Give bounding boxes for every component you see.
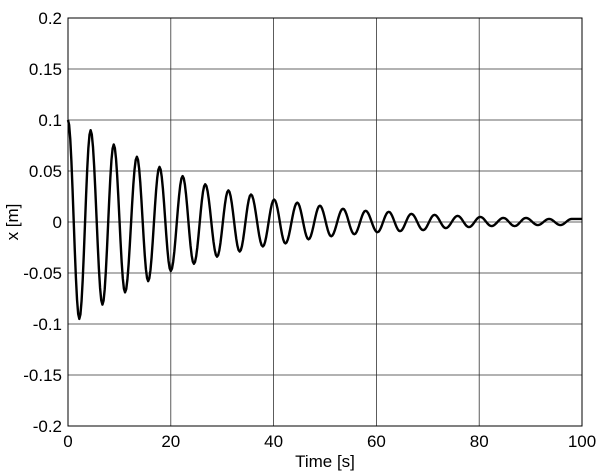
y-tick-label: 0 xyxy=(53,213,62,232)
x-tick-label: 80 xyxy=(470,432,489,451)
y-tick-label: 0.05 xyxy=(29,162,62,181)
y-tick-label: 0.15 xyxy=(29,60,62,79)
x-tick-label: 100 xyxy=(568,432,596,451)
y-tick-label: 0.1 xyxy=(38,111,62,130)
x-axis-label: Time [s] xyxy=(295,452,355,471)
x-tick-label: 40 xyxy=(264,432,283,451)
x-tick-label: 20 xyxy=(161,432,180,451)
series-layer xyxy=(66,119,583,321)
y-tick-label: -0.2 xyxy=(33,417,62,436)
y-tick-labels: 0.2 0.15 0.1 0.05 0 -0.05 -0.1 -0.15 -0.2 xyxy=(23,9,62,436)
x-tick-label: 0 xyxy=(63,432,72,451)
y-axis-label: x [m] xyxy=(3,204,22,241)
y-tick-label: -0.15 xyxy=(23,366,62,385)
y-tick-label: -0.1 xyxy=(33,315,62,334)
x-tick-label: 60 xyxy=(367,432,386,451)
plot-frame xyxy=(67,17,583,427)
series-line-x xyxy=(66,119,583,321)
y-tick-label: -0.05 xyxy=(23,264,62,283)
y-tick-label: 0.2 xyxy=(38,9,62,28)
x-tick-labels: 0 20 40 60 80 100 xyxy=(63,432,596,451)
